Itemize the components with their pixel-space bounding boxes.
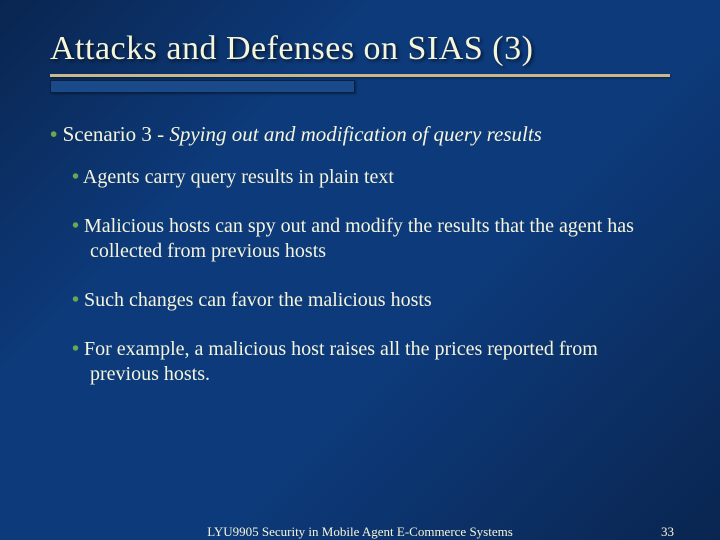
bullet-level2: • Such changes can favor the malicious h… [72, 288, 670, 313]
bullet-l2-text: Agents carry query results in plain text [83, 166, 394, 188]
bullet-level2: • Malicious hosts can spy out and modify… [72, 214, 670, 264]
bullet-dot-icon: • [72, 215, 79, 237]
bullet-l1-prefix: Scenario 3 - [63, 122, 170, 146]
underline-bar-top [50, 74, 670, 77]
slide: Attacks and Defenses on SIAS (3) • Scena… [0, 0, 720, 540]
bullet-level1: • Scenario 3 - Spying out and modificati… [50, 121, 670, 147]
bullet-level2: • For example, a malicious host raises a… [72, 337, 670, 387]
bullet-l1-italic: Spying out and modification of query res… [169, 122, 542, 146]
bullet-dot-icon: • [72, 338, 79, 360]
page-number: 33 [661, 524, 674, 540]
bullet-l2-text: Such changes can favor the malicious hos… [84, 289, 432, 311]
slide-title: Attacks and Defenses on SIAS (3) [50, 30, 670, 68]
underline-bar-bottom [50, 80, 355, 93]
bullet-l2-text: For example, a malicious host raises all… [84, 338, 598, 385]
footer-text: LYU9905 Security in Mobile Agent E-Comme… [0, 524, 720, 540]
bullet-level2: • Agents carry query results in plain te… [72, 165, 670, 190]
bullet-dot-icon: • [72, 289, 79, 311]
bullet-dot-icon: • [72, 166, 79, 188]
title-underline [50, 74, 670, 93]
bullet-l2-text: Malicious hosts can spy out and modify t… [84, 215, 634, 262]
bullet-dot-icon: • [50, 122, 57, 146]
